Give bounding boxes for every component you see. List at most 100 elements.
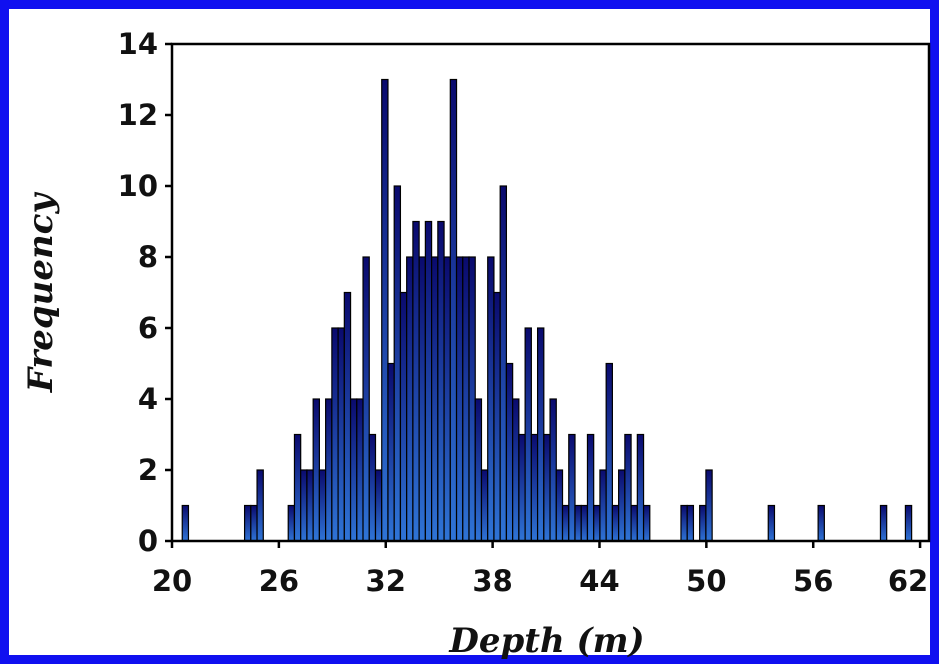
histogram-bar <box>705 469 713 542</box>
histogram-bar <box>555 469 564 542</box>
histogram-bar <box>238 527 244 541</box>
histogram-bar <box>431 256 439 542</box>
y-tick-label: 14 <box>118 27 158 61</box>
histogram-bar <box>232 527 238 541</box>
histogram-bar <box>270 527 276 541</box>
histogram-bar <box>642 504 651 542</box>
histogram-bar <box>686 504 695 542</box>
histogram-bar <box>250 504 258 542</box>
histogram-bar <box>381 78 389 542</box>
histogram-bar <box>856 527 862 541</box>
histogram-bar <box>675 527 681 541</box>
histogram-bar <box>662 527 668 541</box>
histogram-bar <box>181 504 190 542</box>
histogram-bar <box>899 527 905 541</box>
histogram-bar <box>331 327 339 542</box>
histogram-bar <box>812 527 818 541</box>
histogram-bar <box>817 504 825 542</box>
histogram-bar <box>412 220 420 542</box>
histogram-bar <box>787 527 793 541</box>
histogram-bar <box>462 256 470 542</box>
histogram-bar <box>593 504 601 542</box>
histogram-bar <box>549 398 557 542</box>
histogram-bar <box>918 527 924 541</box>
histogram-bar <box>293 433 302 542</box>
histogram-bar <box>912 527 918 541</box>
histogram-bar <box>799 527 805 541</box>
x-tick-label: 62 <box>888 564 928 598</box>
histogram-bar <box>343 291 352 542</box>
histogram-bar <box>399 291 408 542</box>
histogram-bar <box>680 504 688 542</box>
histogram-bar <box>669 527 675 541</box>
histogram-bar <box>781 527 787 541</box>
histogram-bar <box>756 527 762 541</box>
histogram-bar <box>437 220 445 542</box>
tick-labels: 0 2 4 6 8 10 12 14 20 26 32 38 44 50 56 62 <box>118 27 929 598</box>
histogram-bar <box>226 527 232 541</box>
histogram-bar <box>418 256 426 542</box>
histogram-bar <box>580 504 589 542</box>
histogram-bar <box>487 256 495 542</box>
histogram-bar <box>599 469 607 542</box>
histogram-bar <box>774 527 780 541</box>
histogram-bar <box>831 527 837 541</box>
histogram-bar <box>318 469 327 542</box>
histogram-bar <box>505 362 514 542</box>
histogram-bar <box>524 327 532 542</box>
y-tick-label: 10 <box>118 169 158 203</box>
histogram-bar <box>493 291 501 542</box>
histogram-bar <box>843 527 849 541</box>
histogram-bar <box>750 527 756 541</box>
x-tick-label: 20 <box>152 564 192 598</box>
x-axis-title: Depth (m) <box>448 621 644 661</box>
x-tick-label: 44 <box>579 564 619 598</box>
histogram-bar <box>424 220 433 542</box>
histogram-bar <box>879 504 888 542</box>
histogram-bar <box>474 398 483 542</box>
y-tick-label: 6 <box>138 311 158 345</box>
histogram-bar <box>868 527 874 541</box>
histogram-bar <box>201 527 207 541</box>
histogram-bar <box>586 433 595 542</box>
histogram-bar <box>605 362 613 542</box>
histogram-bar <box>499 185 508 542</box>
histogram-bar <box>287 504 296 542</box>
x-tick-label: 26 <box>259 564 299 598</box>
histogram-bar <box>849 527 855 541</box>
histogram-bar <box>349 398 358 542</box>
histogram-bar <box>207 527 213 541</box>
histogram-bar <box>362 256 370 542</box>
x-tick-label: 32 <box>366 564 406 598</box>
histogram-bar <box>624 433 632 542</box>
plot-area <box>170 42 931 543</box>
histogram-bar <box>636 433 645 542</box>
histogram-bar <box>725 527 731 541</box>
histogram-bar <box>282 527 288 541</box>
histogram-bar <box>712 527 718 541</box>
histogram-bar <box>731 527 737 541</box>
histogram-bar <box>699 504 707 542</box>
histogram-bar <box>368 433 377 542</box>
histogram-bar <box>455 256 464 542</box>
x-tick-label: 38 <box>472 564 512 598</box>
y-tick-label: 2 <box>138 453 158 487</box>
histogram-bar <box>220 527 226 541</box>
histogram-bar <box>611 504 620 542</box>
histogram-bar <box>543 433 551 542</box>
histogram-bar <box>276 527 282 541</box>
histogram-bar <box>574 504 582 542</box>
histogram-bar <box>443 256 451 542</box>
histogram-bar <box>904 504 913 542</box>
histogram-bar <box>837 527 843 541</box>
y-tick-label: 12 <box>118 98 158 132</box>
histogram-bar <box>718 527 724 541</box>
histogram-bar <box>568 433 576 542</box>
x-tick-label: 50 <box>686 564 726 598</box>
histogram-bar <box>195 527 201 541</box>
histogram-bar <box>762 527 768 541</box>
histogram-bar <box>188 527 194 541</box>
histogram-bar <box>256 469 264 542</box>
histogram-bar <box>862 527 868 541</box>
